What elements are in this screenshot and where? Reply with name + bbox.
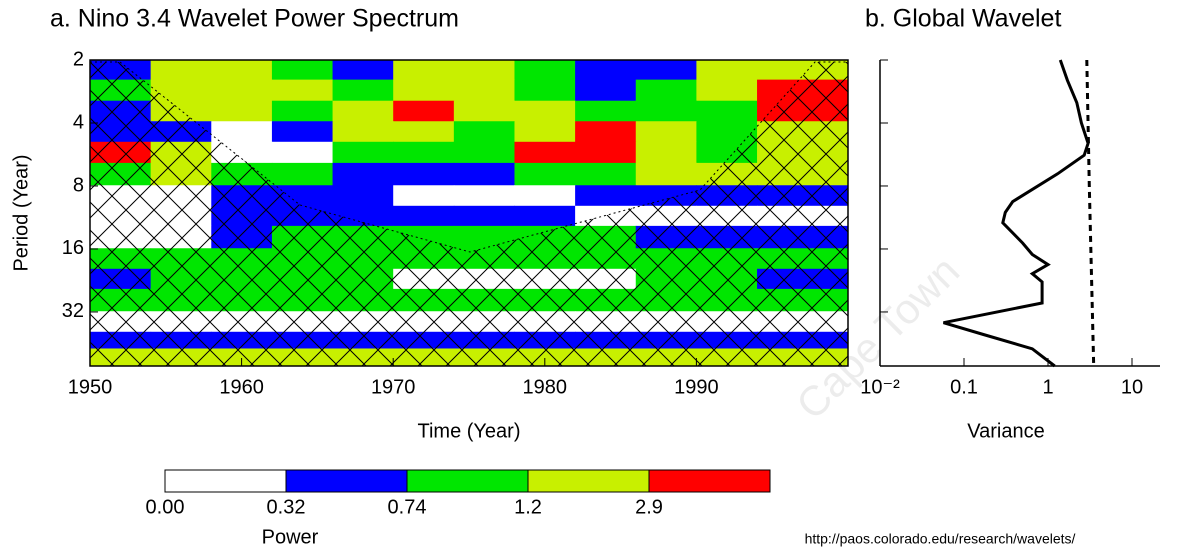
- power-cell: [271, 100, 334, 122]
- y-tick-label: 16: [62, 237, 84, 259]
- chart-title: a. Nino 3.4 Wavelet Power Spectrum: [50, 5, 459, 33]
- power-cell: [332, 141, 394, 164]
- power-cell: [696, 121, 758, 143]
- power-cell: [635, 60, 697, 81]
- power-cell: [332, 121, 394, 143]
- colorbar-label: Power: [262, 526, 319, 548]
- variance-line: [943, 59, 1090, 368]
- power-cell: [332, 60, 394, 81]
- x-tick-label: 1980: [523, 376, 568, 398]
- power-cell: [635, 121, 697, 143]
- colorbar-swatch: [648, 469, 771, 493]
- variance-line: [1085, 59, 1096, 367]
- power-cell: [453, 79, 515, 102]
- x-tick-label: 1950: [68, 376, 113, 398]
- power-cell: [696, 79, 758, 102]
- power-cell: [150, 79, 212, 102]
- y-tick-label: 32: [62, 300, 84, 322]
- power-cell: [575, 79, 637, 102]
- power-cell: [211, 100, 273, 122]
- y-tick-label: 8: [73, 174, 84, 196]
- y-tick-label: 2: [73, 48, 84, 70]
- power-cell: [271, 141, 334, 164]
- cone-of-influence: [90, 61, 848, 366]
- x-tick-label: 1960: [219, 376, 264, 398]
- x-tick-label: 1: [1042, 376, 1053, 398]
- plot-frame: [89, 59, 849, 367]
- x-axis-label: Time (Year): [418, 420, 521, 442]
- colorbar-swatch: [285, 469, 408, 493]
- colorbar-tick-label: 0.00: [146, 496, 185, 518]
- power-cell: [575, 185, 637, 207]
- power-cell: [453, 205, 515, 227]
- colorbar-tick-label: 2.9: [635, 496, 663, 518]
- power-cell: [332, 185, 394, 207]
- power-cell: [453, 121, 515, 143]
- power-cell: [453, 141, 515, 164]
- power-cell: [514, 185, 576, 207]
- power-cell: [393, 141, 455, 164]
- x-tick-label: 10⁻²: [860, 376, 900, 398]
- power-cell: [514, 205, 576, 227]
- colorbar-swatch: [164, 469, 287, 493]
- power-cell: [271, 79, 334, 102]
- power-cell: [393, 79, 455, 102]
- x-tick-label: 10: [1121, 376, 1143, 398]
- power-cell: [211, 79, 273, 102]
- power-cell: [453, 225, 515, 249]
- power-cell: [575, 100, 637, 122]
- power-cell: [271, 162, 334, 186]
- power-cell: [696, 60, 758, 81]
- layer: 1950 1960 1970 1980 1990 2 4 8 16 32 0.00 0.32 0.74 1…: [62, 48, 1143, 518]
- power-cell: [211, 121, 273, 143]
- power-cell: [332, 162, 394, 186]
- power-cell: [514, 141, 576, 164]
- power-cell: [332, 79, 394, 102]
- colorbar-tick-label: 0.74: [388, 496, 427, 518]
- power-cell: [393, 60, 455, 81]
- y-tick-label: 4: [73, 111, 84, 133]
- power-cell: [514, 162, 576, 186]
- source-url: http://paos.colorado.edu/research/wavele…: [805, 531, 1076, 547]
- y-axis-label: Period (Year): [10, 154, 32, 271]
- power-cell: [575, 60, 637, 81]
- power-cell: [635, 162, 697, 186]
- x-tick-label: 1990: [674, 376, 719, 398]
- power-cell: [514, 60, 576, 81]
- power-cell: [453, 185, 515, 207]
- power-cell: [393, 205, 455, 227]
- colorbar-tick-label: 0.32: [267, 496, 306, 518]
- power-cell: [150, 60, 212, 81]
- power-cell: [514, 121, 576, 143]
- power-cell: [453, 162, 515, 186]
- power-cell: [453, 100, 515, 122]
- power-cell: [575, 162, 637, 186]
- colorbar-swatch: [406, 469, 529, 493]
- colorbar-swatch: [527, 469, 650, 493]
- power-cell: [453, 60, 515, 81]
- power-cell: [635, 141, 697, 164]
- power-cell: [393, 185, 455, 207]
- power-cell: [211, 60, 273, 81]
- power-cell: [696, 100, 758, 122]
- power-cell: [514, 79, 576, 102]
- power-cell: [575, 141, 637, 164]
- power-cell: [332, 100, 394, 122]
- x-tick-label: 0.1: [950, 376, 978, 398]
- power-cell: [393, 121, 455, 143]
- colorbar-tick-label: 1.2: [514, 496, 542, 518]
- chart-title: b. Global Wavelet: [865, 5, 1061, 33]
- power-cell: [635, 79, 697, 102]
- power-cell: [635, 100, 697, 122]
- power-cell: [393, 100, 455, 122]
- x-axis-label: Variance: [967, 420, 1044, 442]
- power-cell: [271, 121, 334, 143]
- power-cell: [575, 121, 637, 143]
- x-tick-label: 1970: [371, 376, 416, 398]
- power-cell: [271, 60, 334, 81]
- power-cell: [393, 162, 455, 186]
- power-cell: [514, 100, 576, 122]
